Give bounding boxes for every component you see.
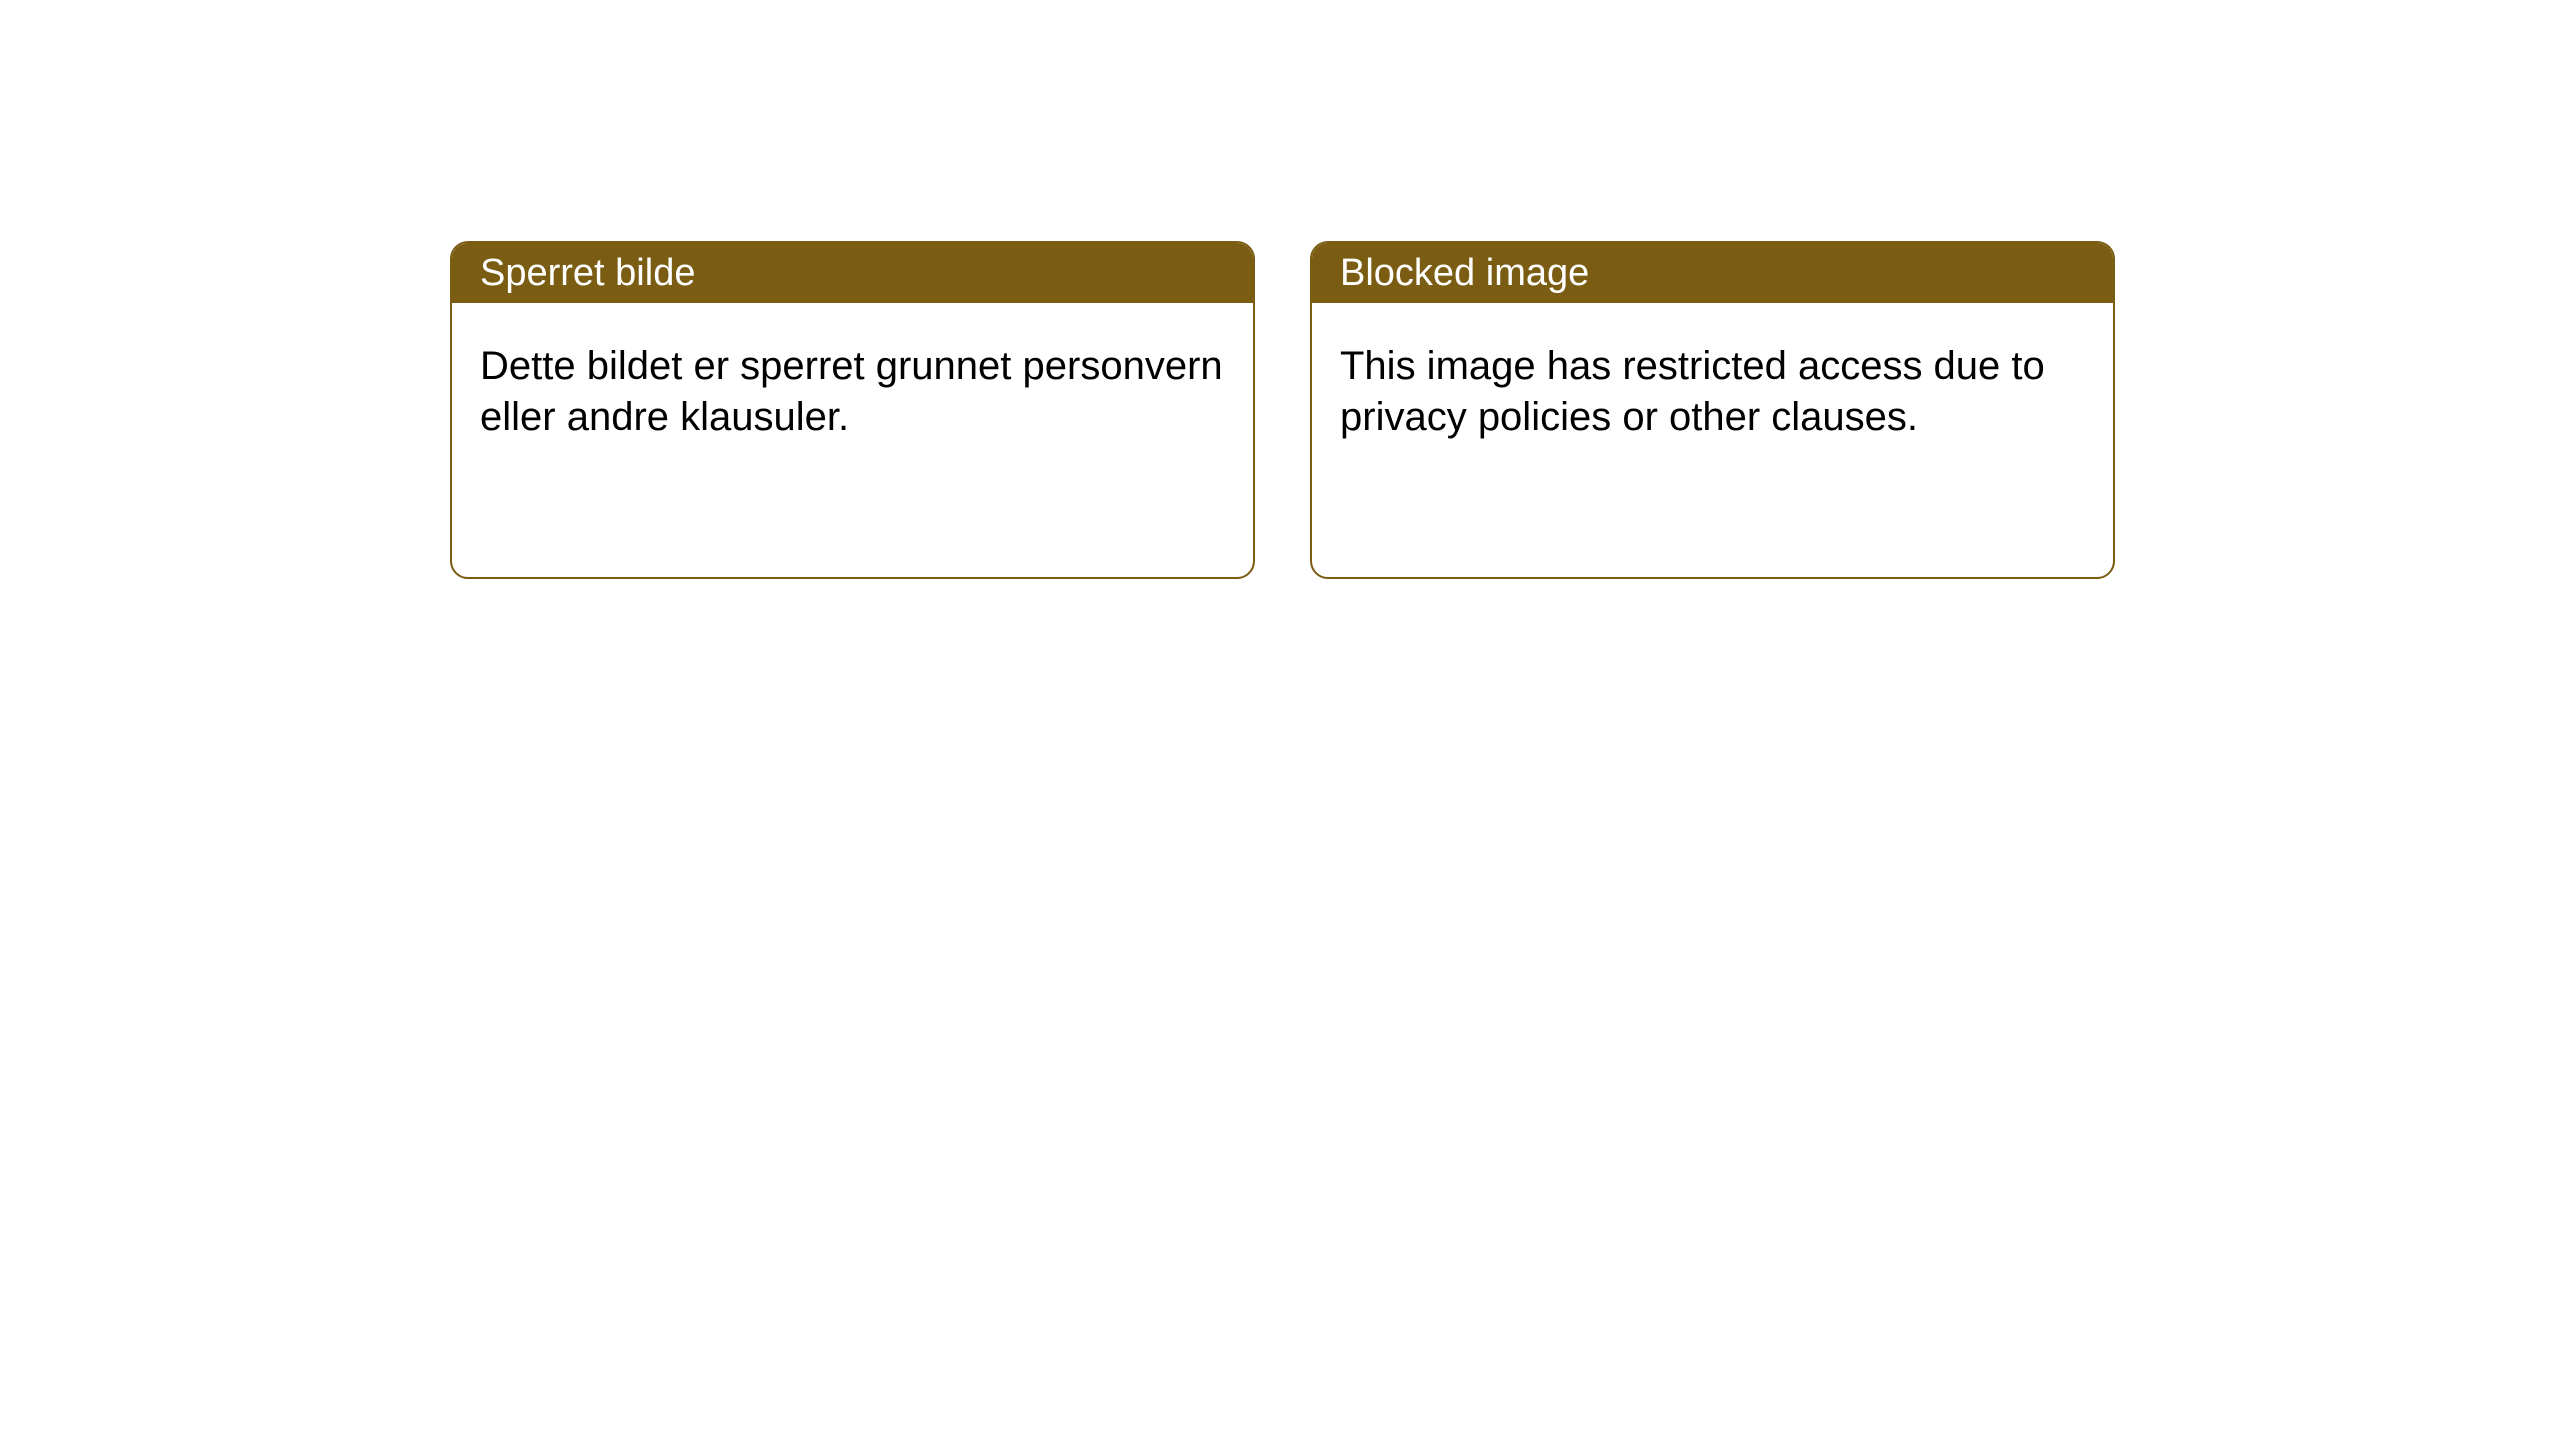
card-header: Sperret bilde <box>452 243 1253 303</box>
card-body: Dette bildet er sperret grunnet personve… <box>452 303 1253 481</box>
card-title: Sperret bilde <box>480 252 695 295</box>
notice-card-norwegian: Sperret bilde Dette bildet er sperret gr… <box>450 241 1255 579</box>
card-title: Blocked image <box>1340 252 1589 295</box>
notice-card-english: Blocked image This image has restricted … <box>1310 241 2115 579</box>
card-header: Blocked image <box>1312 243 2113 303</box>
card-body-text: Dette bildet er sperret grunnet personve… <box>480 341 1225 443</box>
card-body: This image has restricted access due to … <box>1312 303 2113 481</box>
notice-container: Sperret bilde Dette bildet er sperret gr… <box>450 241 2115 579</box>
card-body-text: This image has restricted access due to … <box>1340 341 2085 443</box>
